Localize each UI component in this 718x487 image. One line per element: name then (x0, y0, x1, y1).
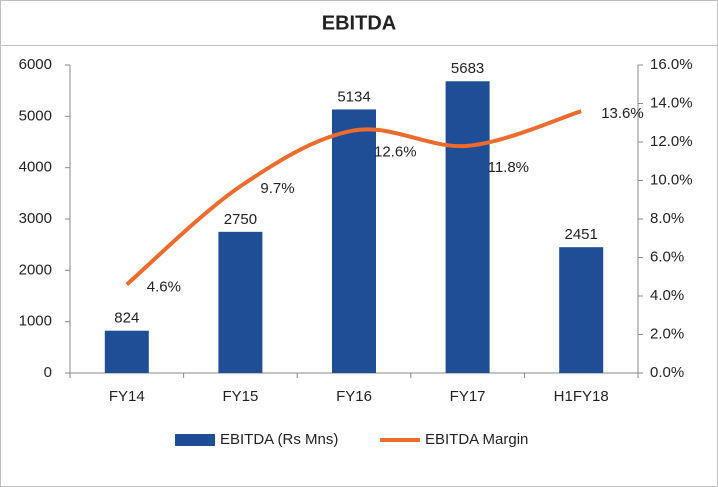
y-tick-label: 2000 (19, 261, 52, 278)
bar (218, 231, 263, 373)
line-value-label: 13.6% (601, 105, 644, 122)
bar (559, 247, 604, 373)
x-tick-label: FY17 (450, 388, 486, 405)
x-tick-label: FY14 (109, 388, 145, 405)
legend-swatch (175, 434, 215, 446)
legend-label: EBITDA Margin (425, 431, 528, 448)
y2-tick-label: 16.0% (650, 56, 693, 73)
y2-tick-label: 4.0% (650, 287, 684, 304)
line-value-label: 4.6% (147, 278, 181, 295)
y2-tick-label: 6.0% (650, 248, 684, 265)
x-tick-label: H1FY18 (554, 388, 609, 405)
y-tick-label: 6000 (19, 56, 52, 73)
y2-tick-label: 0.0% (650, 364, 684, 381)
margin-line (125, 109, 582, 286)
y-tick-label: 0 (44, 364, 52, 381)
bar (445, 81, 490, 373)
bar-value-label: 5683 (451, 60, 484, 77)
x-tick-label: FY15 (222, 388, 258, 405)
bar-value-label: 2750 (224, 211, 257, 228)
bar-value-label: 5134 (337, 88, 370, 105)
y2-tick-label: 12.0% (650, 133, 693, 150)
bar (104, 330, 149, 373)
bar-value-label: 2451 (565, 226, 598, 243)
legend-label: EBITDA (Rs Mns) (220, 431, 338, 448)
y2-tick-label: 10.0% (650, 171, 693, 188)
x-tick-label: FY16 (336, 388, 372, 405)
line-value-label: 11.8% (488, 159, 529, 176)
bar-value-label: 824 (114, 310, 139, 327)
line-value-label: 9.7% (260, 180, 294, 197)
bar (332, 109, 376, 374)
y-tick-label: 1000 (19, 313, 52, 330)
line-value-label: 12.6% (374, 143, 417, 160)
y2-tick-label: 8.0% (650, 210, 684, 227)
y2-tick-label: 14.0% (650, 94, 693, 111)
y2-tick-label: 2.0% (650, 325, 684, 342)
chart-title: EBITDA (322, 12, 396, 34)
y-tick-label: 3000 (19, 210, 52, 227)
y-tick-label: 4000 (19, 159, 52, 176)
y-tick-label: 5000 (19, 107, 52, 124)
